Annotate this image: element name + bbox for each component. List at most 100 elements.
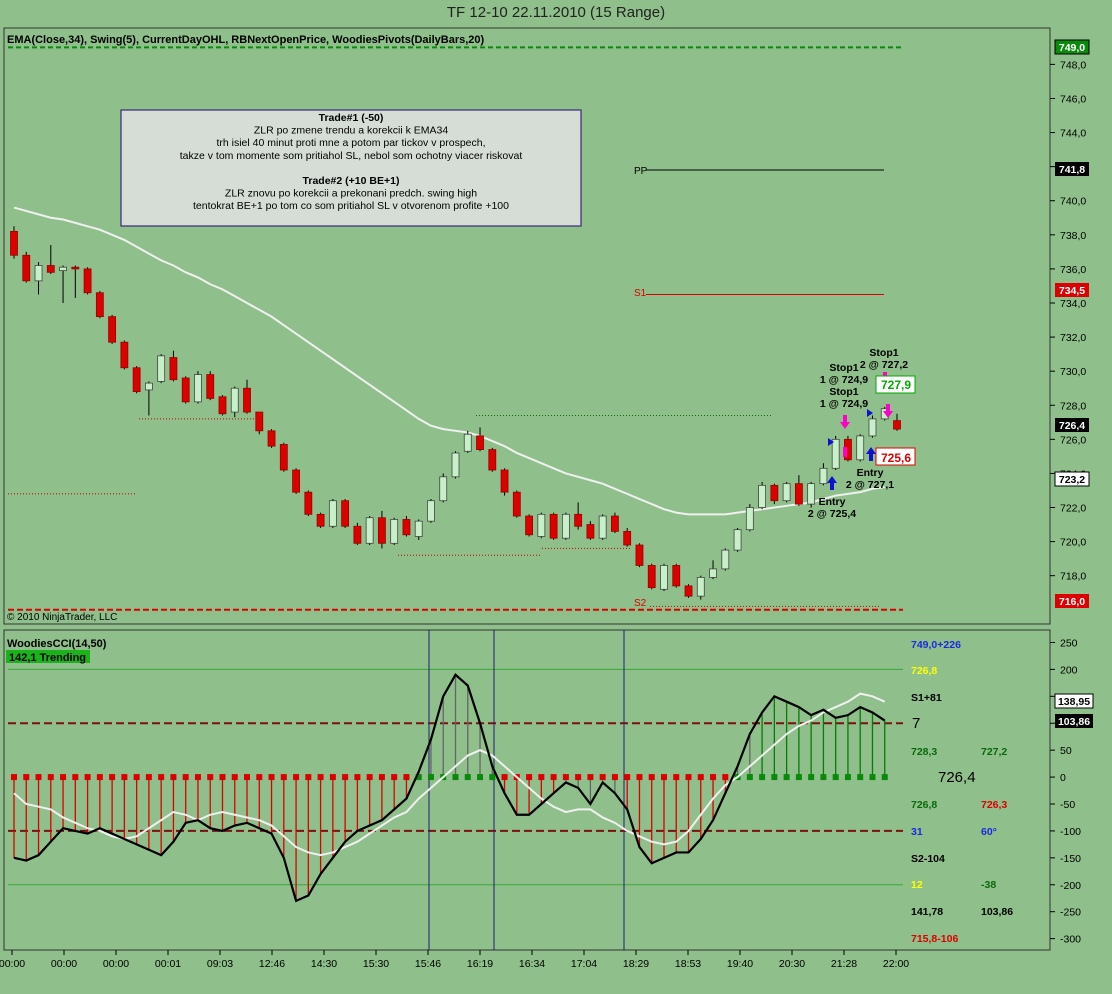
cci-zero-dot xyxy=(832,774,839,781)
time-tick-label: 15:30 xyxy=(363,958,389,970)
candle-bull xyxy=(758,484,766,508)
pivot-s2-label: S2 xyxy=(634,598,647,609)
cci-zero-dot xyxy=(636,774,643,781)
candle-bear xyxy=(623,530,632,546)
cci-badge xyxy=(1054,693,1094,709)
cci-stat-r4: 7 xyxy=(912,715,920,732)
cci-zero-dot xyxy=(857,774,864,781)
cci-tick-label: -250 xyxy=(1060,907,1081,919)
cci-zero-dot xyxy=(599,774,606,781)
entry-arrow-icon xyxy=(827,476,837,490)
candle xyxy=(292,468,300,494)
cci-tick-label: -100 xyxy=(1060,826,1081,838)
candle-bull xyxy=(34,265,43,282)
candle-bear xyxy=(181,377,190,403)
candle-bull xyxy=(537,513,546,537)
candle xyxy=(145,381,153,416)
cci-zero-dot xyxy=(746,774,753,781)
turbo-cci-line xyxy=(13,692,886,857)
candle-bull xyxy=(414,520,423,537)
entry-label-a: Entry xyxy=(819,496,846,508)
badge-ema-value: 723,2 xyxy=(1059,474,1085,486)
candle-bear xyxy=(549,513,558,539)
cci-zero-dot xyxy=(452,774,459,781)
entry-price-value: 725,6 xyxy=(881,451,911,465)
candle-bear xyxy=(476,435,484,450)
ema34-path xyxy=(13,206,885,516)
candle-bear xyxy=(132,367,141,393)
price-tick-label: 728,0 xyxy=(1060,400,1086,412)
cci-zero-dot xyxy=(231,774,238,781)
cci-zero-dot xyxy=(562,774,569,781)
candle xyxy=(120,340,129,370)
cci-zero-dot xyxy=(207,774,214,781)
cci-zero-dot xyxy=(526,774,533,781)
cci-zero-dot xyxy=(280,774,287,781)
candle xyxy=(108,314,117,344)
candle-bear xyxy=(635,544,644,566)
cci-badge-value: 138,95 xyxy=(1058,696,1090,708)
candle xyxy=(22,251,31,283)
candle xyxy=(561,512,570,540)
note-line: trh isiel 40 minut proti mne a potom par… xyxy=(216,137,485,149)
cci-zero-dot xyxy=(182,774,189,781)
candle-bear xyxy=(647,565,656,589)
price-tick-label: 734,0 xyxy=(1060,298,1086,310)
stop-price-box xyxy=(875,375,916,394)
cci-zero-dot xyxy=(317,774,324,781)
candle xyxy=(794,475,803,506)
price-levels xyxy=(8,46,903,611)
candle-bear xyxy=(500,469,509,493)
candle-bull xyxy=(463,433,472,452)
candle-bear xyxy=(46,265,55,273)
entry-label-b: Entry xyxy=(857,467,884,479)
cci-zero-dot xyxy=(427,774,434,781)
time-tick-label: 19:40 xyxy=(727,958,753,970)
time-axis: 00:00 00:00 00:00 00:01 09:03 12:46 14:30 15:30… xyxy=(0,950,909,970)
candle xyxy=(598,514,607,540)
cci-zero-dot xyxy=(96,774,103,781)
cci-tick-label: 200 xyxy=(1060,664,1078,676)
cci-zero-dot xyxy=(378,774,385,781)
cci-zero-dot xyxy=(673,774,680,781)
cci-zero-dot xyxy=(477,774,484,781)
stop-marker-icon xyxy=(843,447,847,457)
cci-zero-dot xyxy=(844,774,851,781)
cci-zero-dot xyxy=(660,774,667,781)
cci-line xyxy=(13,673,886,903)
candle-bear xyxy=(169,357,178,381)
candle-bear xyxy=(611,515,619,532)
candle-bull xyxy=(819,467,828,485)
candle xyxy=(157,354,166,384)
cci-panel[interactable] xyxy=(3,629,1051,951)
time-tick-label: 09:03 xyxy=(207,958,233,970)
cci-zero-dot xyxy=(194,774,201,781)
candlesticks xyxy=(10,226,901,600)
cci-zero-dot xyxy=(795,774,802,781)
time-tick-label: 18:29 xyxy=(623,958,649,970)
cci-stat-r6: 726,4 xyxy=(938,769,976,786)
candle xyxy=(733,527,742,552)
candle xyxy=(414,519,423,540)
candle-bear xyxy=(218,396,227,415)
candle-bull xyxy=(660,565,668,590)
candle-bull xyxy=(782,483,791,502)
cci-tick-label: -200 xyxy=(1060,880,1081,892)
stop1-label-c: Stop1 xyxy=(869,347,898,359)
candle xyxy=(230,386,239,418)
candle xyxy=(59,265,67,303)
candle-bear xyxy=(206,374,215,399)
candle-bull xyxy=(427,500,435,522)
cci-zero-dot xyxy=(293,774,300,781)
price-tick-label: 740,0 xyxy=(1060,196,1086,208)
candle xyxy=(243,379,251,414)
cci-stat-r2: 726,8 xyxy=(911,665,937,677)
candle-bear xyxy=(279,444,288,471)
time-tick-label: 00:00 xyxy=(103,958,129,970)
trade-markers xyxy=(827,372,893,490)
stop-arrow-icon xyxy=(840,415,850,429)
candle xyxy=(684,584,693,598)
candle xyxy=(672,563,681,588)
candle-bear xyxy=(574,513,583,527)
cci-zero-dot xyxy=(342,774,349,781)
